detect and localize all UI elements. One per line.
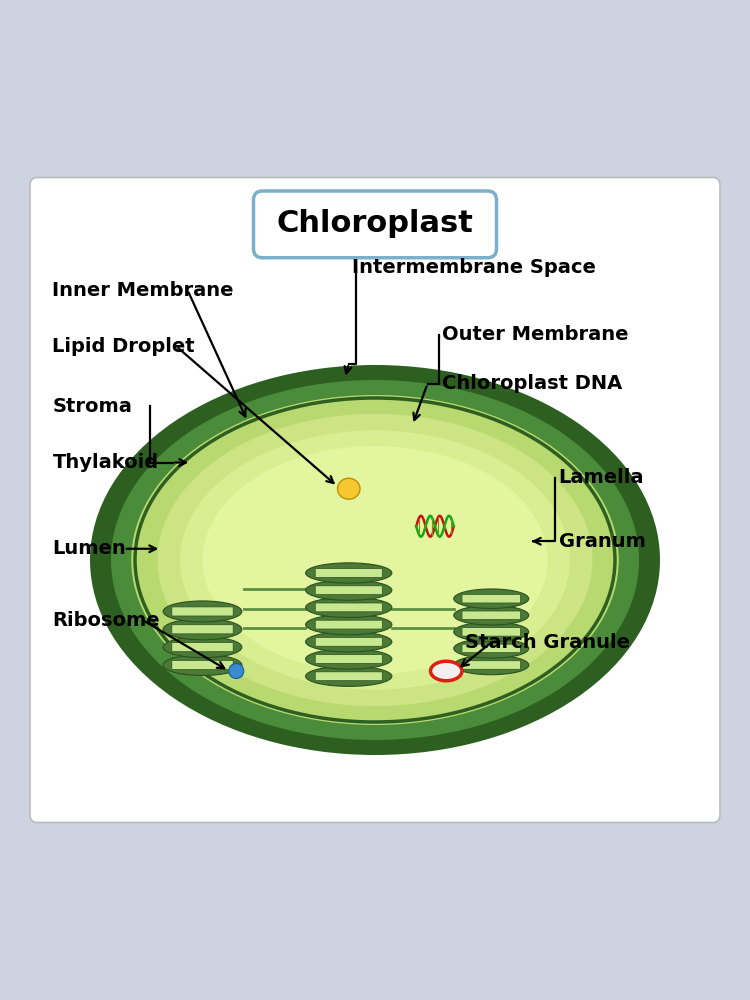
Text: Ribosome: Ribosome bbox=[53, 610, 160, 630]
Ellipse shape bbox=[338, 478, 360, 499]
Text: Thylakoid: Thylakoid bbox=[53, 453, 159, 472]
FancyBboxPatch shape bbox=[462, 594, 520, 603]
Ellipse shape bbox=[111, 380, 639, 740]
FancyBboxPatch shape bbox=[172, 607, 233, 616]
Ellipse shape bbox=[229, 664, 244, 678]
FancyBboxPatch shape bbox=[462, 611, 520, 620]
Text: Lamella: Lamella bbox=[559, 468, 644, 487]
Text: Inner Membrane: Inner Membrane bbox=[53, 280, 234, 300]
Ellipse shape bbox=[131, 395, 619, 725]
Ellipse shape bbox=[430, 661, 462, 681]
Ellipse shape bbox=[306, 666, 392, 686]
FancyBboxPatch shape bbox=[462, 644, 520, 653]
FancyBboxPatch shape bbox=[172, 660, 233, 670]
Text: Granum: Granum bbox=[559, 532, 646, 551]
FancyBboxPatch shape bbox=[315, 637, 382, 646]
FancyBboxPatch shape bbox=[30, 178, 720, 822]
FancyBboxPatch shape bbox=[315, 620, 382, 629]
FancyBboxPatch shape bbox=[172, 625, 233, 634]
Ellipse shape bbox=[164, 601, 242, 622]
Text: Lipid Droplet: Lipid Droplet bbox=[53, 337, 195, 356]
FancyBboxPatch shape bbox=[462, 628, 520, 636]
Ellipse shape bbox=[180, 430, 570, 690]
FancyBboxPatch shape bbox=[462, 661, 520, 669]
Ellipse shape bbox=[454, 639, 529, 658]
Text: Intermembrane Space: Intermembrane Space bbox=[352, 258, 596, 277]
Ellipse shape bbox=[164, 637, 242, 658]
Ellipse shape bbox=[306, 580, 392, 600]
Ellipse shape bbox=[306, 632, 392, 652]
Ellipse shape bbox=[158, 414, 592, 706]
Ellipse shape bbox=[454, 606, 529, 625]
Ellipse shape bbox=[202, 446, 548, 674]
Text: Outer Membrane: Outer Membrane bbox=[442, 326, 629, 344]
Text: Starch Granule: Starch Granule bbox=[465, 633, 630, 652]
Ellipse shape bbox=[454, 622, 529, 642]
Text: Chloroplast DNA: Chloroplast DNA bbox=[442, 374, 622, 393]
Ellipse shape bbox=[164, 654, 242, 676]
Ellipse shape bbox=[454, 589, 529, 608]
Text: Lumen: Lumen bbox=[53, 539, 126, 558]
Ellipse shape bbox=[306, 614, 392, 635]
Ellipse shape bbox=[90, 365, 660, 755]
Ellipse shape bbox=[306, 597, 392, 618]
Ellipse shape bbox=[454, 655, 529, 675]
Text: Chloroplast: Chloroplast bbox=[277, 210, 473, 238]
Ellipse shape bbox=[164, 619, 242, 640]
Text: Stroma: Stroma bbox=[53, 397, 132, 416]
FancyBboxPatch shape bbox=[315, 672, 382, 681]
FancyBboxPatch shape bbox=[315, 603, 382, 612]
FancyBboxPatch shape bbox=[172, 643, 233, 652]
FancyBboxPatch shape bbox=[315, 586, 382, 595]
Ellipse shape bbox=[306, 649, 392, 669]
FancyBboxPatch shape bbox=[315, 655, 382, 663]
FancyBboxPatch shape bbox=[254, 191, 496, 258]
FancyBboxPatch shape bbox=[315, 569, 382, 577]
Ellipse shape bbox=[306, 563, 392, 583]
